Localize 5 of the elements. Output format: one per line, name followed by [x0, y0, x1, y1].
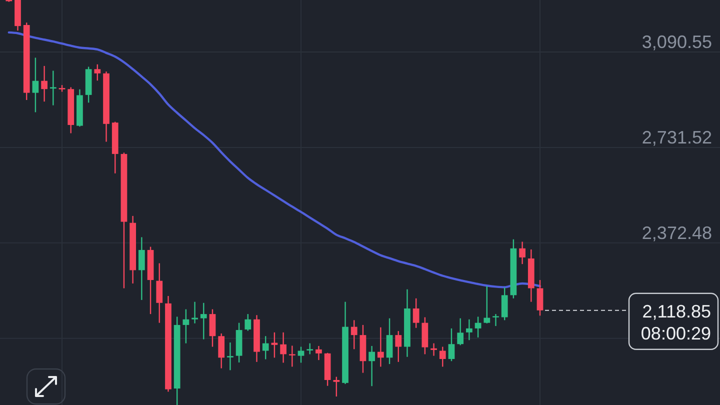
ref-line-label: 2,118.85	[642, 301, 711, 322]
y-tick-label: 3,090.55	[642, 32, 712, 52]
y-tick-label: 2,731.52	[642, 127, 712, 148]
y-tick-label: 2,372.48	[642, 222, 712, 243]
text: 08:00:29	[640, 323, 711, 344]
